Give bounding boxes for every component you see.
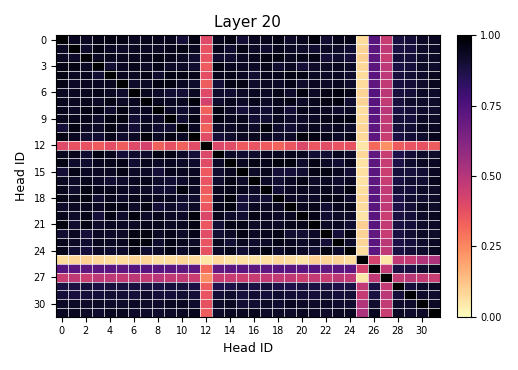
- Y-axis label: Head ID: Head ID: [15, 151, 28, 201]
- Title: Layer 20: Layer 20: [214, 15, 281, 30]
- X-axis label: Head ID: Head ID: [223, 342, 273, 355]
